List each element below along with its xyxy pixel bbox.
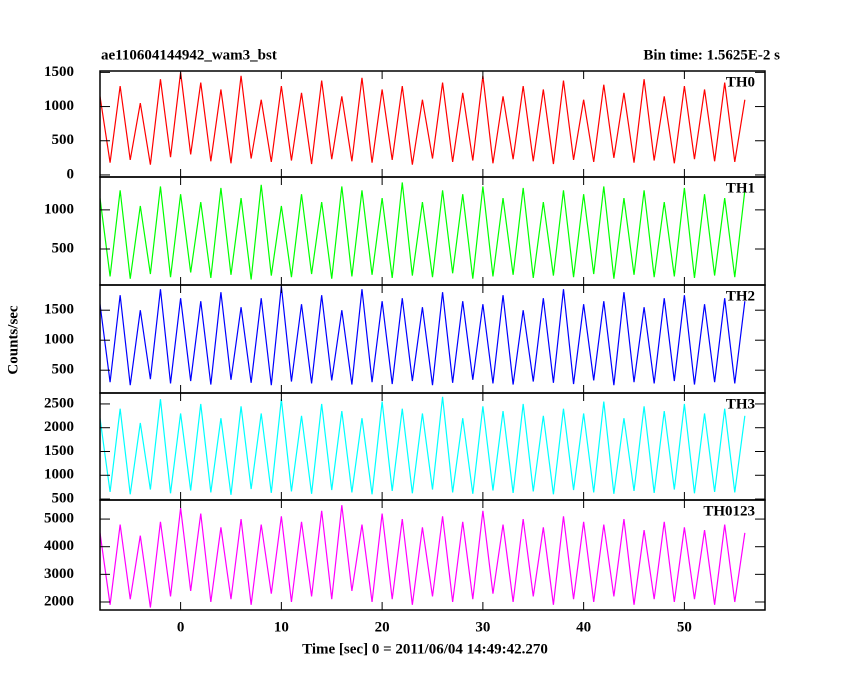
panel-label: TH2 [726, 288, 755, 304]
y-tick-label: 1500 [44, 64, 74, 80]
panel-frame [99, 499, 766, 611]
chart-title: ae110604144942_wam3_bst [101, 47, 277, 63]
x-axis-label: Time [sec] 0 = 2011/06/04 14:49:42.270 [302, 641, 548, 657]
y-tick-label: 3000 [44, 566, 74, 582]
y-tick-label: 1000 [44, 467, 74, 483]
x-tick-label: 20 [375, 619, 390, 635]
y-tick-label: 2000 [44, 593, 74, 609]
y-tick-label: 4000 [44, 538, 74, 554]
x-tick-label: 10 [274, 619, 289, 635]
panel-label: TH0 [726, 74, 755, 90]
y-tick-label: 0 [67, 166, 75, 182]
y-tick-label: 5000 [44, 511, 74, 527]
y-tick-label: 1000 [44, 332, 74, 348]
series-line [100, 396, 746, 495]
series-line [100, 72, 746, 165]
chart-subtitle: Bin time: 1.5625E-2 s [643, 47, 780, 63]
x-tick-label: 40 [576, 619, 591, 635]
y-tick-label: 1500 [44, 302, 74, 318]
series-line [100, 182, 746, 280]
series-line [100, 505, 746, 608]
y-tick-label: 2000 [44, 419, 74, 435]
panel-label: TH0123 [703, 503, 755, 519]
series-line [100, 286, 746, 386]
x-tick-label: 30 [475, 619, 490, 635]
y-axis-label: Counts/sec [5, 305, 21, 375]
y-tick-label: 500 [52, 490, 75, 506]
y-tick-label: 500 [52, 240, 75, 256]
x-tick-label: 0 [177, 619, 185, 635]
y-tick-label: 2500 [44, 395, 74, 411]
panel-label: TH3 [726, 396, 755, 412]
panel-label: TH1 [726, 180, 755, 196]
x-tick-label: 50 [677, 619, 692, 635]
panel-frame [99, 284, 766, 394]
y-tick-label: 500 [52, 362, 75, 378]
panel-frame [99, 176, 766, 286]
y-tick-label: 1500 [44, 443, 74, 459]
y-tick-label: 1000 [44, 201, 74, 217]
y-tick-label: 500 [52, 132, 75, 148]
y-tick-label: 1000 [44, 98, 74, 114]
